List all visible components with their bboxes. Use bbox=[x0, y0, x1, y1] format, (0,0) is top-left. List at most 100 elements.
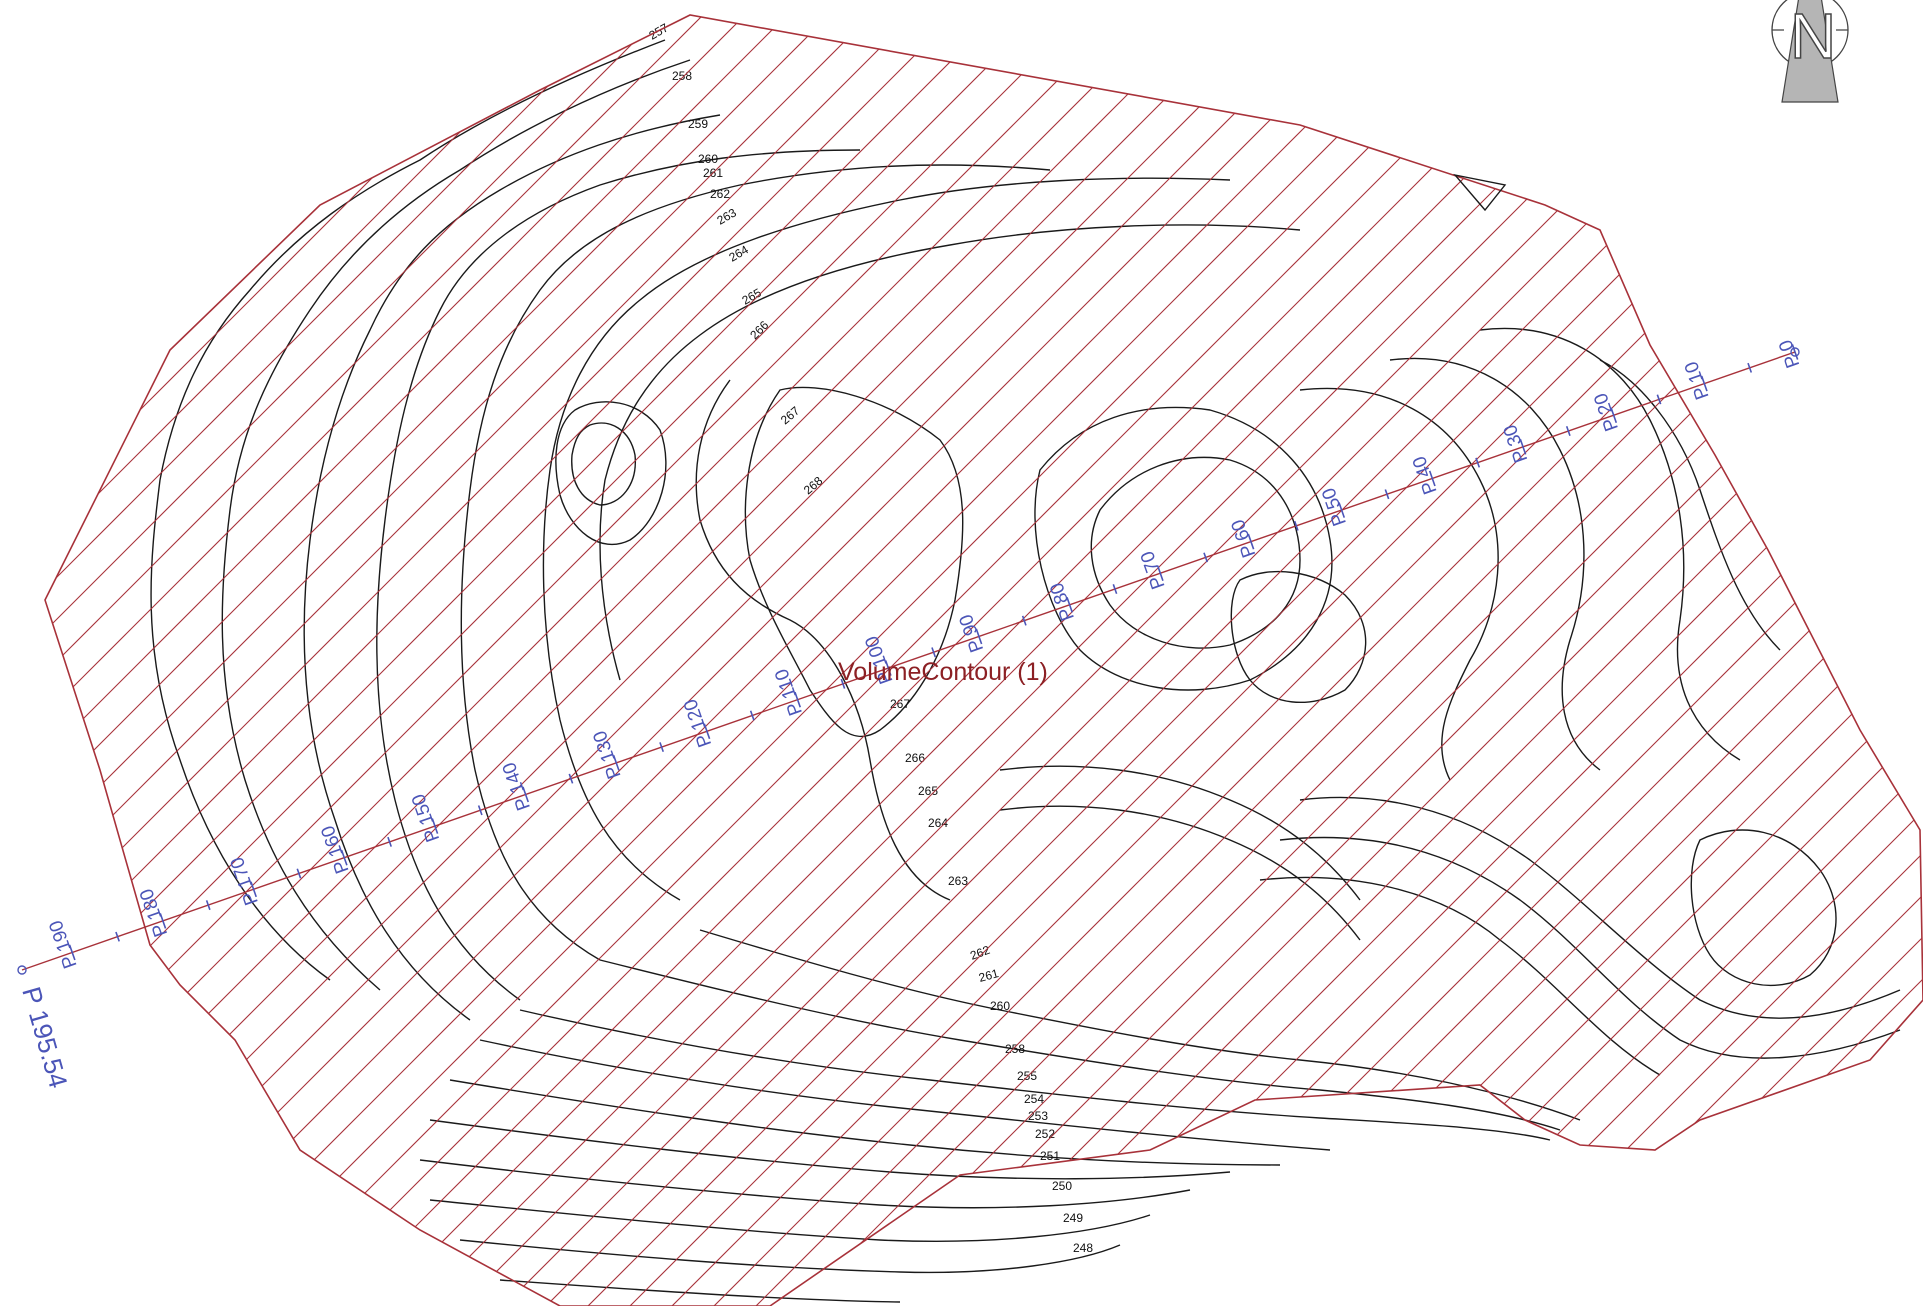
contour-label: 267 bbox=[890, 697, 910, 711]
hatch-line bbox=[447, 15, 1769, 1306]
hatch-line bbox=[1791, 15, 1923, 1306]
profile-end-station: P 195.54 bbox=[16, 983, 73, 1091]
hatch-line bbox=[1581, 15, 1923, 1306]
hatch-line bbox=[825, 15, 1923, 1306]
hatch-line bbox=[45, 15, 845, 1306]
hatch-line bbox=[45, 15, 635, 1306]
contour-label: 255 bbox=[1017, 1069, 1037, 1083]
station-tick bbox=[431, 818, 439, 834]
station-minor-tick bbox=[1203, 552, 1209, 563]
hatch-line bbox=[45, 15, 1097, 1306]
hatch-line bbox=[1875, 15, 1923, 1306]
station-tick bbox=[159, 913, 167, 929]
station-tick bbox=[1610, 407, 1618, 424]
station-label: P 20 bbox=[1590, 390, 1623, 434]
station-tick bbox=[975, 628, 983, 645]
hatch-line bbox=[69, 15, 1391, 1306]
station-label: P 70 bbox=[1137, 548, 1170, 592]
hatch-line bbox=[45, 15, 761, 1306]
station-tick bbox=[522, 786, 529, 803]
hatch-line bbox=[45, 15, 1013, 1306]
hatch-line bbox=[489, 15, 1811, 1306]
contour-label: 253 bbox=[1028, 1109, 1048, 1123]
station-label: P 50 bbox=[1318, 485, 1351, 529]
contour-label: 249 bbox=[1063, 1211, 1083, 1225]
hatch-line bbox=[1623, 15, 1923, 1306]
station-label: P 90 bbox=[956, 611, 989, 655]
contour-label: 252 bbox=[1035, 1127, 1055, 1141]
contour-label: 266 bbox=[747, 318, 771, 342]
hatch-line bbox=[45, 15, 551, 1306]
hatch-line bbox=[783, 15, 1923, 1306]
station-label: P 30 bbox=[1500, 422, 1533, 466]
contour-label: 251 bbox=[1040, 1149, 1060, 1163]
station-tick bbox=[1066, 597, 1074, 613]
contour-label: 264 bbox=[727, 242, 752, 264]
hatch-line bbox=[1455, 15, 1923, 1306]
hatch-line bbox=[45, 15, 425, 1306]
hatch-line bbox=[1161, 15, 1923, 1306]
station-label: P 60 bbox=[1228, 517, 1261, 561]
volume-boundary bbox=[44, 14, 1923, 1306]
station-label: P 10 bbox=[1681, 359, 1714, 403]
station-label: P 0 bbox=[1775, 337, 1804, 371]
station-tick bbox=[340, 849, 348, 866]
hatch-line bbox=[195, 15, 1517, 1306]
station-tick bbox=[250, 881, 257, 898]
profile-start-marker bbox=[1790, 347, 1800, 357]
hatch-line bbox=[45, 15, 341, 1306]
station-minor-tick bbox=[659, 742, 665, 753]
station-tick bbox=[884, 660, 892, 676]
profile-line bbox=[21, 351, 1796, 971]
hatch-line bbox=[45, 15, 509, 1306]
contour-label: 260 bbox=[698, 152, 718, 166]
contour-label: 265 bbox=[918, 784, 938, 798]
contour-label: 263 bbox=[948, 874, 968, 888]
hatch-line bbox=[909, 15, 1923, 1306]
hatch-line bbox=[45, 15, 593, 1306]
contour-depression bbox=[1453, 173, 1507, 212]
hatch-line bbox=[951, 15, 1923, 1306]
hatch-line bbox=[1329, 15, 1923, 1306]
station-tick bbox=[1791, 344, 1799, 360]
station-minor-tick bbox=[1293, 520, 1299, 531]
hatch-line bbox=[405, 15, 1727, 1306]
hatch-line bbox=[363, 15, 1685, 1306]
station-minor-tick bbox=[115, 931, 120, 942]
station-minor-tick bbox=[931, 647, 937, 658]
station-minor-tick bbox=[1747, 362, 1753, 373]
hatch-line bbox=[0, 0, 4, 1306]
hatch-line bbox=[1707, 15, 1923, 1306]
region-label: VolumeContour (1) bbox=[838, 658, 1048, 686]
station-minor-tick bbox=[296, 868, 302, 879]
hatch-line bbox=[867, 15, 1923, 1306]
contour-label: 265 bbox=[740, 285, 765, 307]
station-tick bbox=[68, 944, 76, 961]
contour-label: 248 bbox=[1073, 1241, 1093, 1255]
station-label: P 140 bbox=[499, 759, 535, 812]
station-label: P 150 bbox=[408, 791, 444, 844]
station-tick bbox=[1247, 533, 1255, 550]
hatch-line bbox=[45, 15, 971, 1306]
hatch-line bbox=[279, 15, 1601, 1306]
station-minor-tick bbox=[1384, 489, 1390, 500]
hatch-line bbox=[153, 15, 1475, 1306]
contour-label: 259 bbox=[688, 117, 708, 131]
contour-label: 262 bbox=[710, 187, 730, 201]
hatch-line bbox=[1833, 15, 1923, 1306]
station-label: P 160 bbox=[318, 823, 354, 876]
station-minor-tick bbox=[387, 836, 392, 847]
station-minor-tick bbox=[1565, 426, 1571, 436]
hatch-line bbox=[45, 15, 173, 1306]
profile-stations: P 0 P 10 P 20 P 30 P 40 P 50 P 60 P 70 P 80 P 90 P… bbox=[46, 337, 1805, 971]
station-label: P 130 bbox=[590, 728, 626, 781]
hatch-line bbox=[1917, 15, 1923, 1306]
hatch-line bbox=[1203, 15, 1923, 1306]
hatch-line bbox=[1539, 15, 1923, 1306]
station-label: P 80 bbox=[1046, 580, 1079, 624]
hatch-line bbox=[45, 15, 1055, 1306]
station-minor-tick bbox=[1112, 584, 1118, 595]
hatch-line bbox=[1371, 15, 1923, 1306]
